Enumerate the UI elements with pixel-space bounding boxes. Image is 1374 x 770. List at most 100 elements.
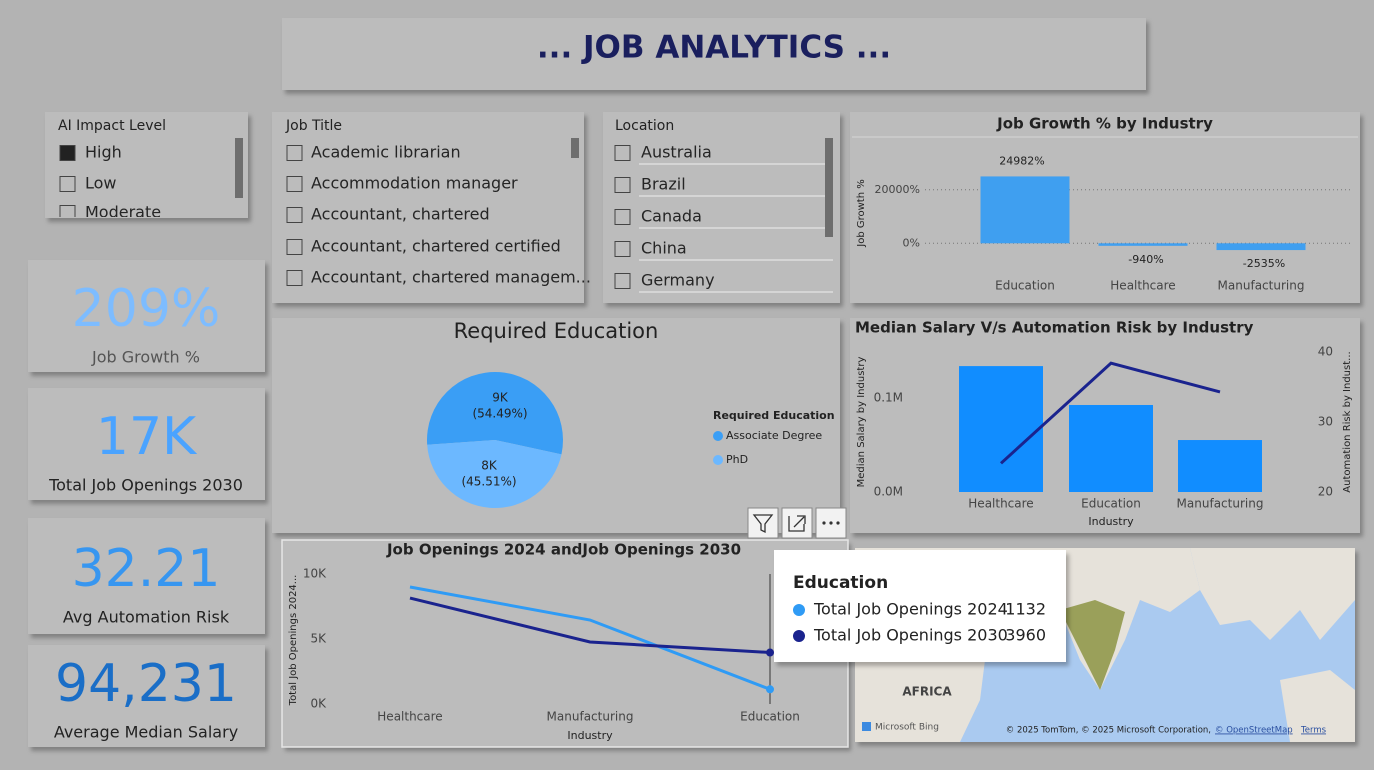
kpi-label: Job Growth %: [91, 348, 200, 367]
slicer-item: China: [641, 239, 687, 258]
x-tick-label: Manufacturing: [1218, 279, 1305, 293]
slicer-item: Moderate: [85, 203, 161, 222]
slicer-title: Job Title: [285, 118, 342, 134]
bar: [1069, 404, 1153, 492]
scrollbar: [571, 138, 579, 158]
slicer-panel: [45, 112, 248, 218]
hover-point: [766, 648, 774, 657]
y2-tick-label: 30: [1318, 415, 1333, 429]
data-label: 24982%: [999, 154, 1044, 167]
tooltip-series: Total Job Openings 2030: [813, 626, 1008, 645]
slicer-item: Accountant, chartered: [311, 205, 490, 224]
kpi-label: Avg Automation Risk: [63, 608, 230, 627]
slicer-item: Accommodation manager: [311, 174, 518, 193]
y-axis-title: Median Salary by Industry: [856, 357, 867, 488]
slicer-panel: [272, 112, 584, 303]
slicer-title: AI Impact Level: [58, 118, 166, 134]
checkbox[interactable]: [614, 209, 631, 225]
checkbox[interactable]: [59, 145, 76, 161]
y-axis-title: Total Job Openings 2024...: [288, 575, 299, 707]
scrollbar: [825, 138, 833, 237]
card-panel: [28, 518, 265, 634]
kpi-value: 209%: [72, 279, 221, 339]
kpi-value: 17K: [96, 407, 198, 467]
checkbox[interactable]: [59, 176, 76, 192]
x-tick-label: Manufacturing: [1177, 497, 1264, 511]
slicer-item: Brazil: [641, 175, 686, 194]
y-tick-label: 0.0M: [874, 485, 903, 499]
tooltip-value: 3960: [1005, 626, 1046, 645]
chart-panel: [850, 112, 1360, 303]
x-tick-label: Education: [1081, 497, 1141, 511]
x-tick-label: Healthcare: [377, 710, 442, 724]
legend-title: Required Education: [713, 409, 835, 422]
x-tick-label: Healthcare: [1110, 279, 1175, 293]
card-panel: [28, 388, 265, 500]
x-tick-label: Education: [740, 710, 800, 724]
tooltip-box: [774, 550, 1066, 662]
bar: [1178, 440, 1262, 492]
slicer: Job Title Academic librarian Accommodation…: [285, 118, 591, 287]
x-axis-title: Industry: [1088, 515, 1134, 528]
slice-count-label: 9K: [492, 391, 509, 405]
map-link[interactable]: Terms: [1300, 726, 1327, 736]
checkbox[interactable]: [286, 207, 303, 223]
scrollbar: [235, 138, 243, 198]
pie-slice: [427, 371, 563, 455]
checkbox[interactable]: [614, 241, 631, 257]
slicer-item: Accountant, chartered managem...: [311, 268, 591, 287]
checkbox[interactable]: [286, 176, 303, 192]
slicer-panel: [603, 112, 840, 303]
x-tick-label: Education: [995, 279, 1055, 293]
slicer-item: Canada: [641, 207, 702, 226]
tooltip-marker: [793, 630, 805, 642]
tooltip-value: 1132: [1005, 600, 1046, 619]
legend-label: Associate Degree: [726, 429, 822, 442]
bar: [959, 366, 1043, 492]
land: [1280, 670, 1355, 742]
panels: [28, 18, 1360, 747]
more-icon: [822, 521, 840, 525]
title-panel: [282, 18, 1146, 90]
checkbox[interactable]: [286, 239, 303, 255]
kpi-label: Total Job Openings 2030: [48, 476, 243, 495]
bar: [980, 176, 1070, 244]
pie-slice: [427, 440, 562, 508]
checkbox[interactable]: [286, 145, 303, 161]
slicer-item: Accountant, chartered certified: [311, 237, 561, 256]
slice-percent-label: (45.51%): [461, 475, 516, 489]
map-label: AFRICA: [902, 685, 952, 699]
tooltip-series: Total Job Openings 2024: [813, 600, 1008, 619]
slice-count-label: 8K: [481, 459, 498, 473]
map-link[interactable]: © OpenStreetMap: [1215, 726, 1293, 736]
slicer-item: Australia: [641, 143, 712, 162]
tooltip-title: Education: [793, 573, 888, 593]
focus-button[interactable]: [781, 507, 813, 539]
line: [409, 585, 771, 691]
legend-marker: [713, 455, 723, 465]
checkbox[interactable]: [614, 273, 631, 289]
filter-button[interactable]: [747, 507, 779, 539]
y-tick-label: 0%: [903, 236, 920, 249]
focus-icon: [788, 515, 806, 532]
legend-marker: [713, 431, 723, 441]
checkbox[interactable]: [614, 177, 631, 193]
map-logo: Microsoft Bing: [875, 723, 939, 733]
chart-title: Median Salary V/s Automation Risk by Ind…: [855, 319, 1254, 337]
checkbox[interactable]: [614, 145, 631, 161]
slicer-item: Low: [85, 174, 117, 193]
y2-axis-title: Automation Risk by Indust...: [1342, 351, 1353, 492]
checkbox[interactable]: [59, 205, 76, 221]
chart-title: Job Growth % by Industry: [996, 115, 1213, 133]
checkbox[interactable]: [286, 270, 303, 286]
chart-panel: [282, 540, 848, 747]
slicer: AI Impact Level High Low Moderate: [58, 118, 243, 222]
visual-header: [747, 507, 847, 539]
y-tick-label: 20000%: [875, 183, 920, 196]
data-label: -940%: [1128, 253, 1163, 266]
bar: [1098, 243, 1188, 246]
map-attribution: © 2025 TomTom, © 2025 Microsoft Corporat…: [1006, 726, 1211, 736]
tooltip-marker: [793, 604, 805, 616]
y2-tick-label: 40: [1318, 345, 1333, 359]
